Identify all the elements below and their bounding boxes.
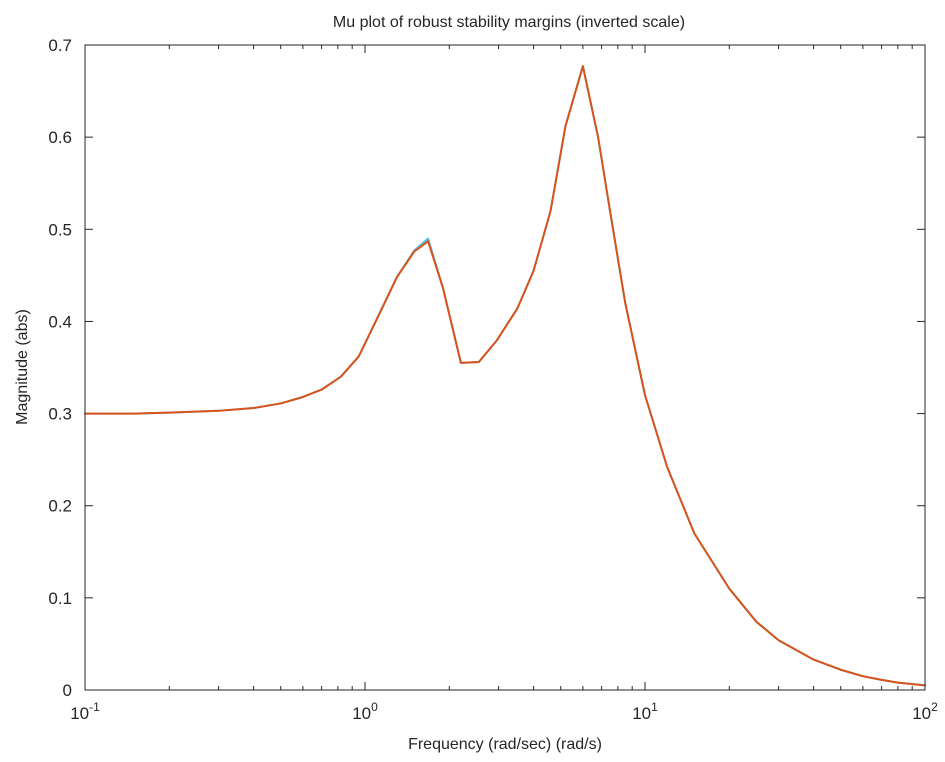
y-tick-label: 0.7 <box>48 36 72 55</box>
axes-box <box>84 44 926 691</box>
x-tick-label: 102 <box>912 700 938 723</box>
x-axis-label: Frequency (rad/sec) (rad/s) <box>408 736 602 753</box>
x-tick-label: 101 <box>632 700 658 723</box>
y-tick-label: 0.1 <box>48 589 72 608</box>
y-tick-label: 0 <box>63 681 72 700</box>
y-axis: 0 0.1 0.2 0.3 0.4 0.5 0.6 0.7 <box>48 36 925 700</box>
y-tick-label: 0.5 <box>48 220 72 239</box>
plot-lines <box>84 65 926 687</box>
series-line-2 <box>84 65 926 687</box>
y-tick-label: 0.3 <box>48 405 72 424</box>
x-axis: 10-1 100 101 102 <box>70 45 938 723</box>
y-tick-label: 0.6 <box>48 128 72 147</box>
x-tick-label: 100 <box>352 700 378 723</box>
x-tick-label: 10-1 <box>70 700 100 723</box>
y-tick-label: 0.2 <box>48 497 72 516</box>
series-line-1 <box>84 65 926 687</box>
y-tick-label: 0.4 <box>48 312 72 331</box>
chart-title: Mu plot of robust stability margins (inv… <box>333 14 685 31</box>
y-axis-label: Magnitude (abs) <box>14 309 31 425</box>
